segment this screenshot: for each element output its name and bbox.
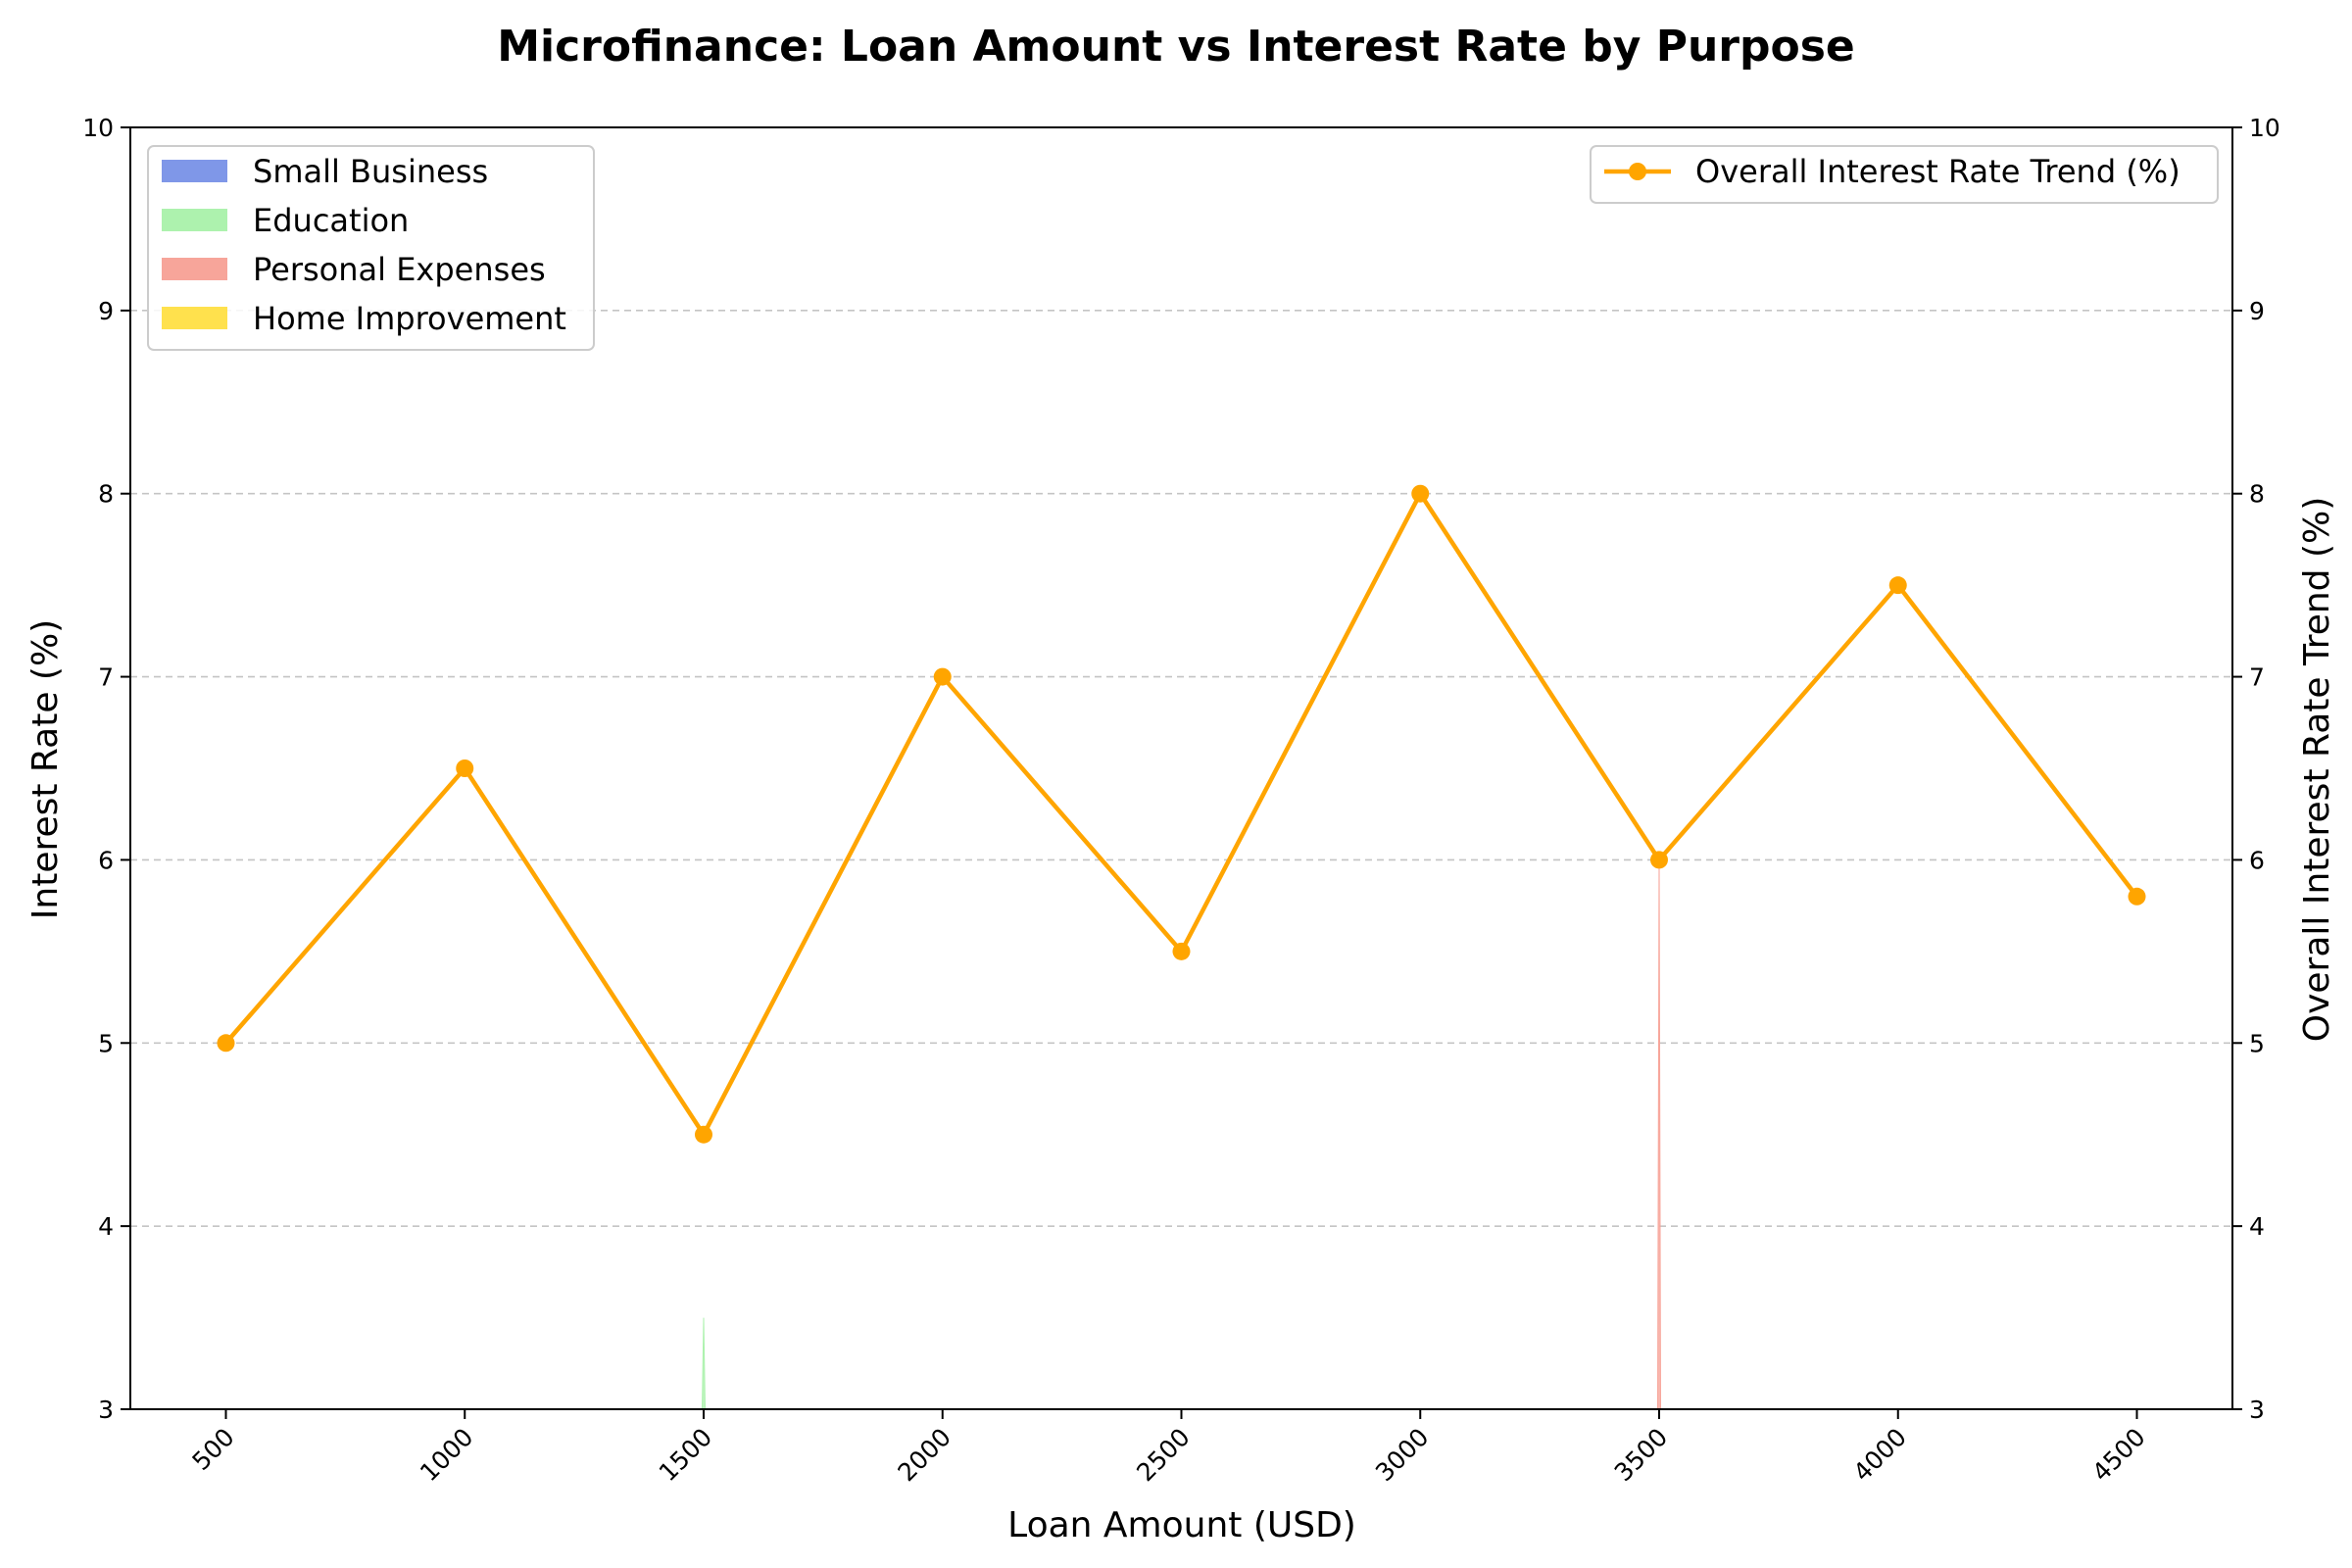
legend-purpose-label-0: Small Business — [253, 153, 488, 190]
legend-purpose-label-3: Home Improvement — [253, 300, 566, 337]
x-tick-label-3: 2000 — [892, 1423, 956, 1487]
trend-point-2 — [695, 1125, 712, 1144]
x-tick-label-8: 4500 — [2086, 1423, 2150, 1487]
y-tick-label-left-3: 6 — [98, 846, 114, 874]
y-tick-label-right-2: 5 — [2249, 1029, 2265, 1057]
x-tick-label-1: 1000 — [415, 1423, 478, 1487]
trend-point-1 — [456, 760, 474, 777]
legend-trend-box — [1590, 145, 2219, 204]
y-tick-label-left-0: 3 — [98, 1396, 114, 1424]
x-tick-label-7: 4000 — [1847, 1423, 1911, 1487]
y-tick-label-left-5: 8 — [98, 480, 114, 509]
y-tick-label-right-0: 3 — [2249, 1396, 2265, 1424]
y-tick-label-right-1: 4 — [2249, 1212, 2265, 1241]
x-tick-label-2: 1500 — [654, 1423, 717, 1487]
y-tick-label-left-4: 7 — [98, 663, 114, 692]
y-tick-label-left-1: 4 — [98, 1212, 114, 1241]
trend-line — [223, 491, 2139, 1137]
legend-trend-label: Overall Interest Rate Trend (%) — [1695, 153, 2180, 190]
x-axis-label: Loan Amount (USD) — [1007, 1505, 1356, 1545]
legend-purpose: Small Business Education Personal Expenses… — [147, 145, 595, 351]
legend-purpose-box — [147, 145, 595, 351]
y-tick-label-right-7: 10 — [2249, 114, 2280, 142]
legend-purpose-swatch-0 — [162, 160, 227, 182]
trend-point-5 — [1411, 484, 1430, 503]
purpose-area-layer — [701, 859, 1662, 1410]
y-tick-label-left-6: 9 — [98, 297, 114, 325]
y-tick-label-right-3: 6 — [2249, 846, 2265, 874]
legend-purpose-swatch-3 — [162, 307, 227, 329]
legend-purpose-label-1: Education — [253, 202, 409, 239]
y-axis-label: Interest Rate (%) — [25, 619, 66, 919]
trend-line-layer — [217, 484, 2146, 1144]
y-tick-label-left-7: 10 — [82, 114, 114, 142]
y-tick-label-right-5: 8 — [2249, 480, 2265, 509]
trend-point-4 — [1172, 942, 1191, 960]
legend-trend-marker — [1629, 163, 1646, 180]
x-tick-label-6: 3500 — [1609, 1423, 1673, 1487]
legend-purpose-swatch-2 — [162, 258, 227, 280]
legend-purpose-swatch-1 — [162, 209, 227, 231]
y-tick-label-left-2: 5 — [98, 1029, 114, 1057]
purpose-area-1-0 — [701, 1317, 707, 1410]
y-tick-label-right-4: 7 — [2249, 663, 2265, 692]
trend-point-7 — [1888, 576, 1907, 595]
trend-point-0 — [217, 1034, 235, 1053]
legend-trend: Overall Interest Rate Trend (%) — [1590, 145, 2219, 204]
x-tick-label-4: 2500 — [1131, 1423, 1195, 1487]
chart-title: Microfinance: Loan Amount vs Interest Ra… — [497, 22, 1855, 72]
x-tick-label-5: 3000 — [1370, 1423, 1434, 1487]
legend-purpose-label-2: Personal Expenses — [253, 251, 546, 288]
y-axis-label-right: Overall Interest Rate Trend (%) — [2297, 497, 2337, 1043]
x-tick-label-0: 500 — [186, 1423, 239, 1476]
purpose-area-2-0 — [1656, 859, 1662, 1410]
trend-point-6 — [1650, 851, 1668, 869]
trend-point-8 — [2128, 887, 2146, 906]
trend-point-3 — [933, 667, 952, 686]
y-tick-label-right-6: 9 — [2249, 297, 2265, 325]
